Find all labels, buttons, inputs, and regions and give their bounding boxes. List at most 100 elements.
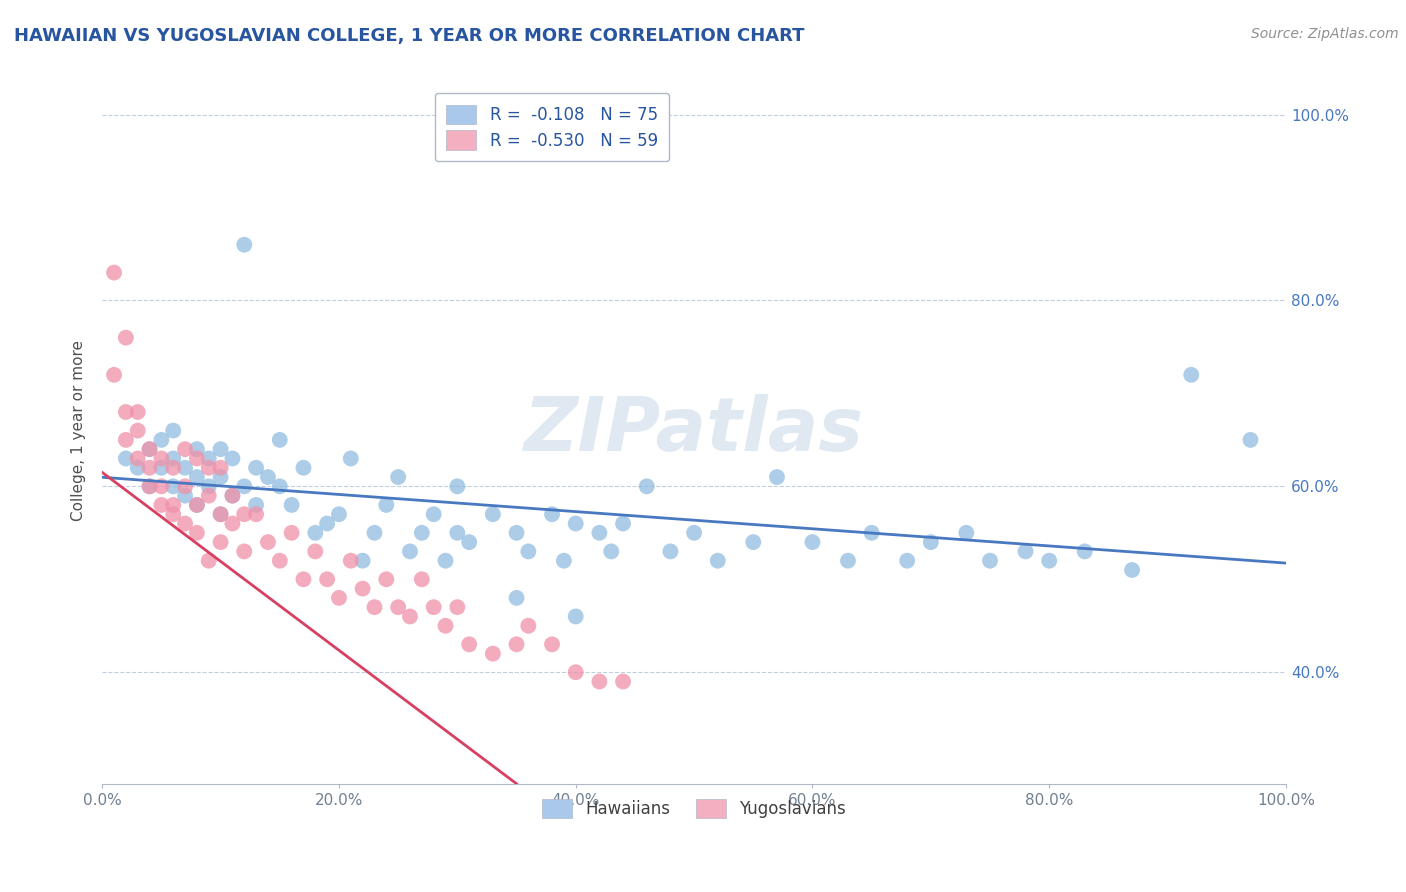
Point [482, 507, 505, 521]
Point [162, 498, 184, 512]
Point [446, 479, 468, 493]
Point [446, 525, 468, 540]
Point [564, 516, 586, 531]
Point [162, 451, 184, 466]
Point [174, 442, 197, 457]
Point [115, 433, 138, 447]
Point [209, 460, 232, 475]
Point [600, 544, 623, 558]
Point [434, 554, 457, 568]
Point [221, 451, 243, 466]
Point [340, 451, 363, 466]
Point [517, 544, 540, 558]
Point [292, 572, 315, 586]
Point [458, 535, 481, 549]
Point [860, 525, 883, 540]
Point [209, 470, 232, 484]
Point [482, 647, 505, 661]
Point [328, 507, 350, 521]
Point [138, 460, 160, 475]
Point [316, 516, 339, 531]
Point [150, 433, 173, 447]
Point [233, 507, 256, 521]
Point [387, 600, 409, 615]
Point [801, 535, 824, 549]
Point [174, 516, 197, 531]
Point [245, 460, 267, 475]
Point [174, 479, 197, 493]
Point [742, 535, 765, 549]
Point [517, 619, 540, 633]
Point [209, 507, 232, 521]
Point [150, 460, 173, 475]
Point [186, 470, 208, 484]
Point [1180, 368, 1202, 382]
Point [233, 544, 256, 558]
Point [186, 498, 208, 512]
Point [115, 451, 138, 466]
Point [920, 535, 942, 549]
Point [197, 554, 219, 568]
Point [659, 544, 682, 558]
Legend: Hawaiians, Yugoslavians: Hawaiians, Yugoslavians [536, 792, 852, 825]
Point [375, 498, 398, 512]
Y-axis label: College, 1 year or more: College, 1 year or more [72, 340, 86, 521]
Point [280, 525, 302, 540]
Point [588, 525, 610, 540]
Text: ZIPatlas: ZIPatlas [524, 394, 865, 467]
Point [541, 637, 564, 651]
Point [269, 433, 291, 447]
Point [138, 442, 160, 457]
Point [186, 498, 208, 512]
Point [221, 516, 243, 531]
Point [115, 331, 138, 345]
Point [257, 470, 280, 484]
Point [209, 507, 232, 521]
Point [1014, 544, 1036, 558]
Point [1121, 563, 1143, 577]
Point [553, 554, 575, 568]
Point [352, 554, 374, 568]
Point [422, 507, 444, 521]
Point [979, 554, 1001, 568]
Point [292, 460, 315, 475]
Point [209, 535, 232, 549]
Point [328, 591, 350, 605]
Point [197, 460, 219, 475]
Point [138, 479, 160, 493]
Point [955, 525, 977, 540]
Point [896, 554, 918, 568]
Point [221, 489, 243, 503]
Point [766, 470, 789, 484]
Point [186, 451, 208, 466]
Point [399, 609, 422, 624]
Point [422, 600, 444, 615]
Point [706, 554, 728, 568]
Point [612, 674, 634, 689]
Point [1038, 554, 1060, 568]
Point [233, 479, 256, 493]
Point [1239, 433, 1261, 447]
Point [127, 460, 149, 475]
Point [245, 498, 267, 512]
Point [636, 479, 658, 493]
Point [209, 442, 232, 457]
Point [399, 544, 422, 558]
Point [340, 554, 363, 568]
Point [411, 525, 433, 540]
Point [434, 619, 457, 633]
Point [375, 572, 398, 586]
Point [387, 470, 409, 484]
Point [505, 637, 527, 651]
Point [304, 525, 326, 540]
Point [257, 535, 280, 549]
Point [103, 368, 125, 382]
Point [186, 525, 208, 540]
Point [186, 442, 208, 457]
Point [564, 665, 586, 680]
Point [138, 442, 160, 457]
Point [162, 507, 184, 521]
Point [127, 405, 149, 419]
Point [197, 451, 219, 466]
Point [269, 479, 291, 493]
